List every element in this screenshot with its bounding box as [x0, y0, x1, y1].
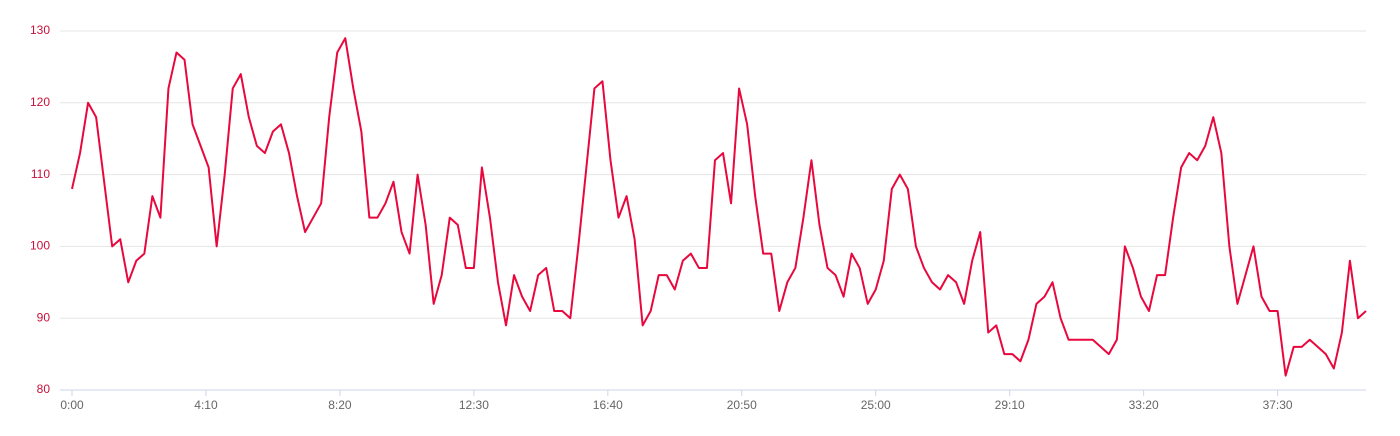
x-tick-label: 33:20 — [1129, 398, 1159, 412]
y-tick-label: 80 — [37, 382, 51, 396]
x-tick-label: 4:10 — [194, 398, 218, 412]
x-tick-label: 25:00 — [861, 398, 891, 412]
y-tick-label: 110 — [31, 167, 50, 181]
x-tick-label: 12:30 — [459, 398, 489, 412]
x-tick-label: 37:30 — [1263, 398, 1293, 412]
y-tick-label: 90 — [37, 310, 51, 324]
x-tick-label: 16:40 — [593, 398, 623, 412]
line — [71, 37, 1367, 377]
x-tick-label: 0:00 — [60, 398, 84, 412]
x-tick-label: 20:50 — [727, 398, 757, 412]
y-tick-label: 100 — [30, 239, 50, 253]
y-tick-label: 130 — [30, 23, 50, 37]
x-tick-label: 29:10 — [995, 398, 1025, 412]
y-tick-label: 120 — [30, 95, 50, 109]
x-tick-label: 8:20 — [328, 398, 352, 412]
